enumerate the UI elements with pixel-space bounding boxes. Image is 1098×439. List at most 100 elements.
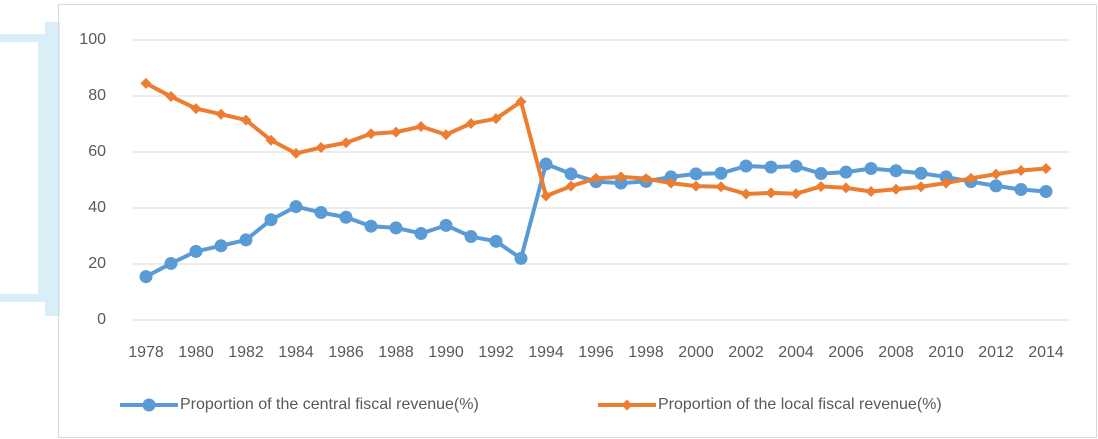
- data-point: [940, 177, 952, 189]
- x-tick-label: 1998: [628, 344, 664, 361]
- data-point: [465, 117, 477, 129]
- data-point: [315, 142, 327, 154]
- x-tick-label: 2006: [828, 344, 864, 361]
- data-point: [715, 181, 727, 193]
- data-point: [139, 270, 153, 284]
- y-tick-label: 20: [88, 255, 106, 272]
- x-tick-label: 1990: [428, 344, 464, 361]
- data-point: [690, 180, 702, 192]
- data-point: [515, 96, 527, 108]
- data-point: [439, 218, 453, 232]
- data-point: [339, 210, 353, 224]
- data-point: [239, 233, 253, 247]
- legend-label: Proportion of the central fiscal revenue…: [180, 396, 479, 413]
- x-tick-label: 2012: [978, 344, 1014, 361]
- x-tick-label: 1996: [578, 344, 614, 361]
- x-tick-label: 2000: [678, 344, 714, 361]
- data-point: [414, 226, 428, 240]
- data-point: [840, 182, 852, 194]
- data-point: [740, 188, 752, 200]
- data-point: [314, 205, 328, 219]
- data-point: [490, 113, 502, 125]
- data-point: [890, 183, 902, 195]
- data-point: [989, 179, 1003, 193]
- y-tick-label: 100: [79, 31, 106, 48]
- data-point: [1015, 164, 1027, 176]
- y-tick-label: 0: [97, 311, 106, 328]
- x-tick-label: 1984: [278, 344, 314, 361]
- data-point: [965, 172, 977, 184]
- data-point: [664, 170, 678, 184]
- data-point: [364, 219, 378, 233]
- data-point: [590, 172, 602, 184]
- data-point: [615, 171, 627, 183]
- x-tick-label: 2008: [878, 344, 914, 361]
- x-tick-label: 2002: [728, 344, 764, 361]
- data-point: [165, 91, 177, 103]
- data-point: [215, 108, 227, 120]
- data-point: [340, 137, 352, 149]
- data-point: [714, 166, 728, 180]
- x-tick-label: 2014: [1028, 344, 1064, 361]
- data-point: [614, 176, 628, 190]
- data-point: [489, 234, 503, 248]
- y-tick-label: 40: [88, 199, 106, 216]
- data-point: [240, 114, 252, 126]
- data-point: [990, 168, 1002, 180]
- legend-marker: [621, 399, 633, 411]
- data-point: [839, 165, 853, 179]
- data-point: [814, 167, 828, 181]
- legend-marker: [142, 398, 156, 412]
- data-point: [1040, 163, 1052, 175]
- data-point: [564, 167, 578, 181]
- data-point: [189, 244, 203, 258]
- data-point: [1014, 183, 1028, 197]
- chart-border: [58, 4, 1097, 438]
- data-point: [865, 185, 877, 197]
- data-point: [190, 103, 202, 115]
- x-tick-label: 1982: [228, 344, 264, 361]
- x-tick-label: 1986: [328, 344, 364, 361]
- data-point: [289, 200, 303, 214]
- data-point: [164, 256, 178, 270]
- data-point: [1039, 184, 1053, 198]
- data-point: [939, 170, 953, 184]
- data-point: [265, 134, 277, 146]
- data-point: [565, 180, 577, 192]
- data-point: [915, 181, 927, 193]
- data-point: [389, 221, 403, 235]
- data-point: [290, 147, 302, 159]
- data-point: [689, 167, 703, 181]
- data-point: [415, 121, 427, 133]
- data-point: [665, 177, 677, 189]
- data-point: [464, 230, 478, 244]
- x-tick-label: 1992: [478, 344, 514, 361]
- data-point: [540, 190, 552, 202]
- data-point: [790, 188, 802, 200]
- data-point: [764, 160, 778, 174]
- data-point: [214, 239, 228, 253]
- x-tick-label: 1988: [378, 344, 414, 361]
- data-point: [440, 129, 452, 141]
- data-point: [889, 164, 903, 178]
- data-point: [365, 128, 377, 140]
- data-point: [815, 180, 827, 192]
- data-point: [514, 251, 528, 265]
- data-point: [864, 162, 878, 176]
- y-tick-label: 60: [88, 143, 106, 160]
- x-tick-label: 2010: [928, 344, 964, 361]
- data-point: [789, 159, 803, 173]
- y-tick-label: 80: [88, 87, 106, 104]
- decoration: [0, 42, 38, 294]
- x-tick-label: 1994: [528, 344, 564, 361]
- data-point: [914, 166, 928, 180]
- data-point: [765, 187, 777, 199]
- x-tick-label: 2004: [778, 344, 814, 361]
- data-point: [640, 173, 652, 185]
- data-point: [390, 126, 402, 138]
- legend-label: Proportion of the local fiscal revenue(%…: [658, 396, 942, 413]
- data-point: [264, 213, 278, 227]
- data-point: [739, 159, 753, 173]
- data-point: [539, 157, 553, 171]
